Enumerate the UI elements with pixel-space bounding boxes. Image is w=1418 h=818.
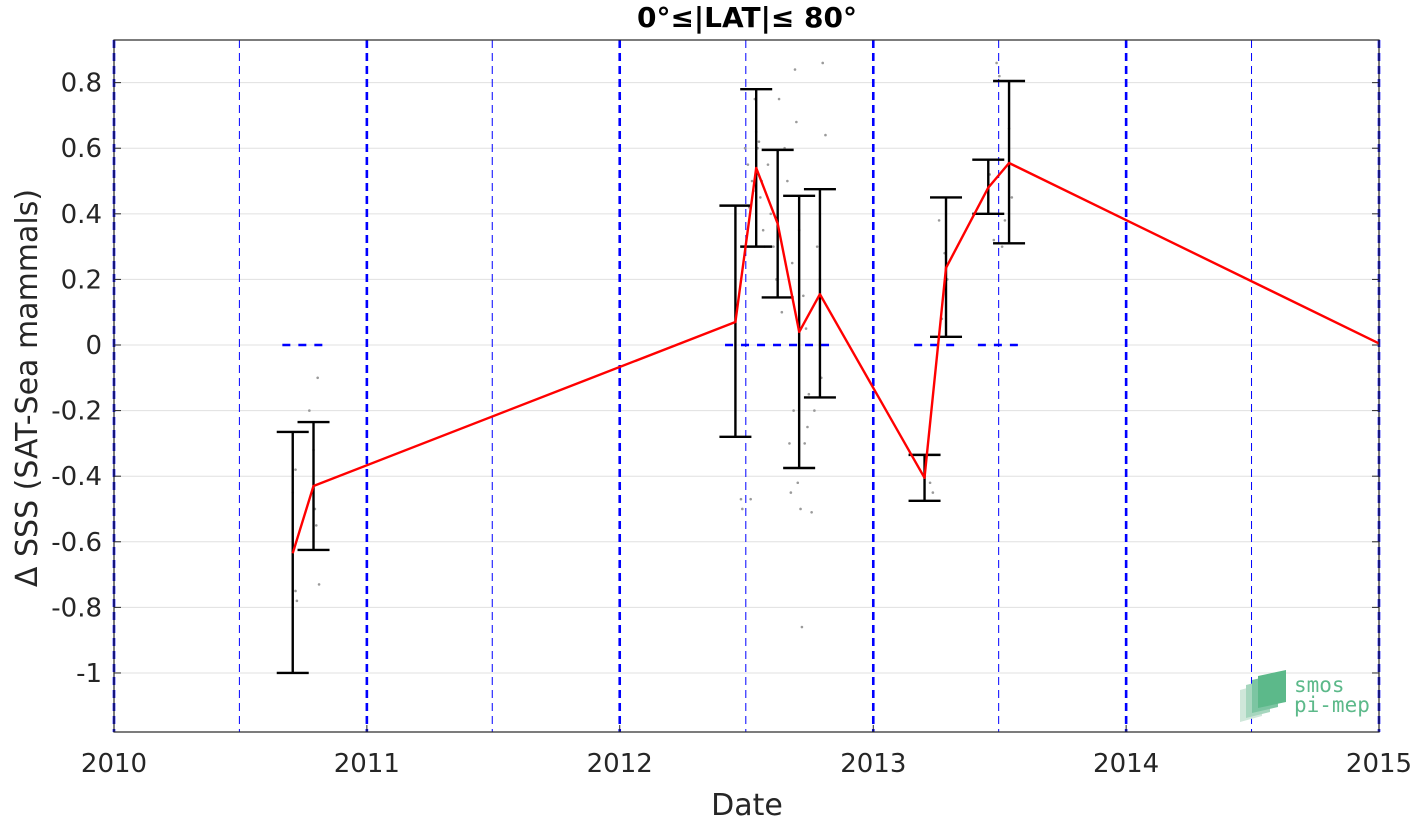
scatter-point — [750, 179, 754, 183]
x-tick-label: 2013 — [840, 749, 906, 779]
scatter-point — [792, 409, 795, 412]
mean-line-series — [291, 161, 1380, 554]
x-tick-label: 2011 — [334, 749, 400, 779]
scatter-point — [316, 376, 319, 380]
scatter-point — [1000, 245, 1004, 248]
scatter-point — [786, 179, 789, 183]
y-tick-label: -0.6 — [51, 528, 102, 558]
scatter-point — [294, 589, 297, 593]
scatter-point — [749, 497, 752, 501]
logo-text-smos: smos — [1294, 673, 1345, 697]
y-tick-label: -0.4 — [51, 462, 102, 492]
mean-line — [291, 161, 1380, 554]
y-axis-label: Δ SSS (SAT-Sea mammals) — [10, 189, 45, 587]
scatter-point — [741, 507, 744, 511]
scatter-point — [806, 425, 809, 429]
scatter-point — [799, 507, 802, 511]
scatter-point — [790, 261, 794, 265]
scatter-point — [807, 392, 811, 396]
scatter-point — [761, 228, 765, 232]
y-tick-label: 0.8 — [61, 69, 102, 99]
plot-frame — [113, 39, 1380, 733]
scatter-point — [824, 133, 827, 137]
x-tick-label: 2010 — [81, 749, 147, 779]
chart-title: 0°≤|LAT|≤ 80° — [637, 1, 857, 34]
scatter-point — [815, 245, 819, 248]
scatter-point — [992, 238, 996, 242]
scatter-point — [772, 245, 775, 248]
scatter-point — [317, 583, 321, 586]
x-tick-labels: 2010 2011 2012 2013 2014 2015 — [81, 725, 1412, 779]
x-tick-label: 2012 — [587, 749, 653, 779]
x-axis-label: Date — [711, 788, 783, 818]
scatter-point — [295, 599, 299, 603]
scatter-point — [998, 74, 1001, 78]
scatter-point — [746, 163, 750, 166]
y-tick-label: 0.4 — [61, 200, 102, 230]
scatter-point — [796, 481, 800, 485]
scatter-point — [308, 409, 311, 412]
scatter-point — [800, 625, 804, 629]
scatter-point — [743, 146, 747, 150]
scatter-point — [1003, 219, 1007, 222]
y-tick-label: -0.8 — [51, 593, 102, 623]
y-tick-labels: 0.8 0.6 0.4 0.2 0 -0.2 -0.4 -0.6 -0.8 -1 — [51, 69, 1379, 689]
scatter-point — [803, 442, 806, 445]
scatter-point — [759, 196, 762, 199]
scatter-point — [769, 212, 773, 216]
scatter-point — [314, 524, 318, 527]
scatter-point — [294, 468, 297, 471]
scatter-point — [766, 163, 770, 166]
y-tick-label: 0 — [85, 331, 102, 361]
scatter-point — [937, 219, 941, 222]
scatter-point — [928, 481, 932, 485]
y-tick-label: 0.6 — [61, 134, 102, 164]
scatter-point — [995, 61, 998, 65]
scatter-point — [1010, 196, 1014, 199]
scatter-point — [813, 409, 816, 412]
scatter-point — [739, 497, 743, 501]
y-tick-label: 0.2 — [61, 265, 102, 295]
logo-sheets-icon — [1240, 670, 1286, 722]
x-tick-label: 2015 — [1346, 749, 1412, 779]
y-tick-label: -0.2 — [51, 397, 102, 427]
scatter-point — [821, 61, 825, 65]
logo-text-pimep: pi-mep — [1294, 693, 1370, 717]
scatter-point — [810, 510, 813, 514]
scatter-point — [777, 97, 781, 101]
scatter-point — [793, 68, 797, 71]
scatter-point — [802, 294, 805, 298]
scatter-point — [757, 140, 761, 143]
scatter-point — [780, 310, 784, 314]
scatter-point — [931, 491, 935, 494]
scatter-point — [804, 327, 808, 330]
scatter-point — [795, 120, 798, 124]
scatter-point — [788, 442, 791, 445]
x-tick-label: 2014 — [1093, 749, 1159, 779]
scatter-point — [789, 491, 793, 494]
smos-pimep-logo: smos pi-mep — [1240, 670, 1370, 722]
y-tick-label: -1 — [76, 659, 102, 689]
